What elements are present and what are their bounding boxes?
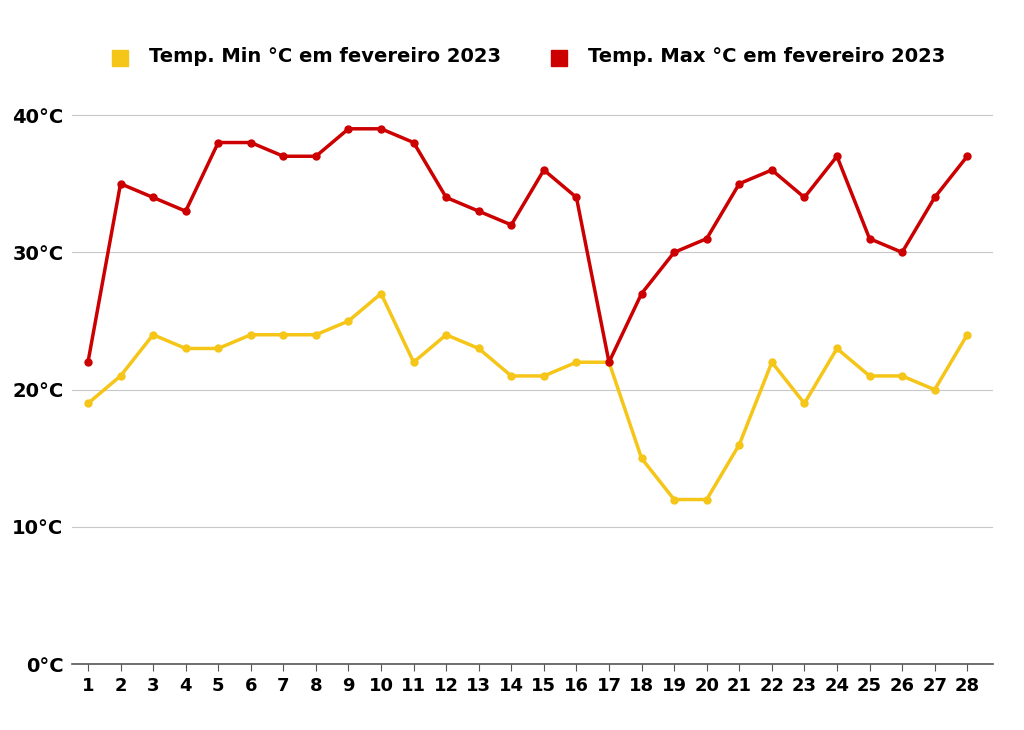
Line: Temp. Min °C em fevereiro 2023: Temp. Min °C em fevereiro 2023 <box>85 290 971 503</box>
Temp. Min °C em fevereiro 2023 <box>408 358 420 366</box>
Temp. Min °C em fevereiro 2023 <box>538 372 550 380</box>
Legend: Temp. Min °C em fevereiro 2023, Temp. Max °C em fevereiro 2023: Temp. Min °C em fevereiro 2023, Temp. Ma… <box>112 39 953 74</box>
Temp. Min °C em fevereiro 2023 <box>636 454 648 463</box>
Temp. Max °C em fevereiro 2023 <box>766 166 778 174</box>
Temp. Max °C em fevereiro 2023 <box>408 138 420 147</box>
Temp. Max °C em fevereiro 2023 <box>212 138 224 147</box>
Temp. Min °C em fevereiro 2023 <box>82 399 94 408</box>
Temp. Max °C em fevereiro 2023 <box>668 248 680 257</box>
Temp. Max °C em fevereiro 2023 <box>278 152 290 161</box>
Temp. Max °C em fevereiro 2023 <box>82 358 94 366</box>
Temp. Min °C em fevereiro 2023 <box>570 358 583 366</box>
Temp. Min °C em fevereiro 2023 <box>896 372 908 380</box>
Temp. Max °C em fevereiro 2023 <box>962 152 974 161</box>
Temp. Max °C em fevereiro 2023 <box>342 124 354 133</box>
Temp. Min °C em fevereiro 2023 <box>799 399 811 408</box>
Temp. Min °C em fevereiro 2023 <box>929 385 941 394</box>
Temp. Max °C em fevereiro 2023 <box>896 248 908 257</box>
Temp. Max °C em fevereiro 2023 <box>147 193 160 201</box>
Temp. Min °C em fevereiro 2023 <box>863 372 876 380</box>
Temp. Min °C em fevereiro 2023 <box>115 372 127 380</box>
Temp. Max °C em fevereiro 2023 <box>245 138 257 147</box>
Temp. Max °C em fevereiro 2023 <box>310 152 323 161</box>
Temp. Min °C em fevereiro 2023 <box>962 331 974 339</box>
Temp. Min °C em fevereiro 2023 <box>733 440 745 449</box>
Temp. Max °C em fevereiro 2023 <box>505 220 517 229</box>
Temp. Min °C em fevereiro 2023 <box>440 331 453 339</box>
Temp. Max °C em fevereiro 2023 <box>733 180 745 188</box>
Line: Temp. Max °C em fevereiro 2023: Temp. Max °C em fevereiro 2023 <box>85 126 971 366</box>
Temp. Max °C em fevereiro 2023 <box>375 124 387 133</box>
Temp. Min °C em fevereiro 2023 <box>375 289 387 298</box>
Temp. Min °C em fevereiro 2023 <box>342 317 354 326</box>
Temp. Max °C em fevereiro 2023 <box>570 193 583 201</box>
Temp. Min °C em fevereiro 2023 <box>473 344 485 353</box>
Temp. Min °C em fevereiro 2023 <box>603 358 615 366</box>
Temp. Min °C em fevereiro 2023 <box>212 344 224 353</box>
Temp. Max °C em fevereiro 2023 <box>830 152 843 161</box>
Temp. Min °C em fevereiro 2023 <box>505 372 517 380</box>
Temp. Min °C em fevereiro 2023 <box>179 344 191 353</box>
Temp. Min °C em fevereiro 2023 <box>147 331 160 339</box>
Temp. Max °C em fevereiro 2023 <box>799 193 811 201</box>
Temp. Max °C em fevereiro 2023 <box>863 234 876 243</box>
Temp. Max °C em fevereiro 2023 <box>636 289 648 298</box>
Temp. Min °C em fevereiro 2023 <box>245 331 257 339</box>
Temp. Max °C em fevereiro 2023 <box>179 207 191 215</box>
Temp. Min °C em fevereiro 2023 <box>830 344 843 353</box>
Temp. Max °C em fevereiro 2023 <box>473 207 485 215</box>
Temp. Max °C em fevereiro 2023 <box>603 358 615 366</box>
Temp. Min °C em fevereiro 2023 <box>278 331 290 339</box>
Temp. Min °C em fevereiro 2023 <box>766 358 778 366</box>
Temp. Min °C em fevereiro 2023 <box>668 495 680 504</box>
Temp. Max °C em fevereiro 2023 <box>929 193 941 201</box>
Temp. Min °C em fevereiro 2023 <box>310 331 323 339</box>
Temp. Max °C em fevereiro 2023 <box>700 234 713 243</box>
Temp. Max °C em fevereiro 2023 <box>538 166 550 174</box>
Temp. Min °C em fevereiro 2023 <box>700 495 713 504</box>
Temp. Max °C em fevereiro 2023 <box>440 193 453 201</box>
Temp. Max °C em fevereiro 2023 <box>115 180 127 188</box>
